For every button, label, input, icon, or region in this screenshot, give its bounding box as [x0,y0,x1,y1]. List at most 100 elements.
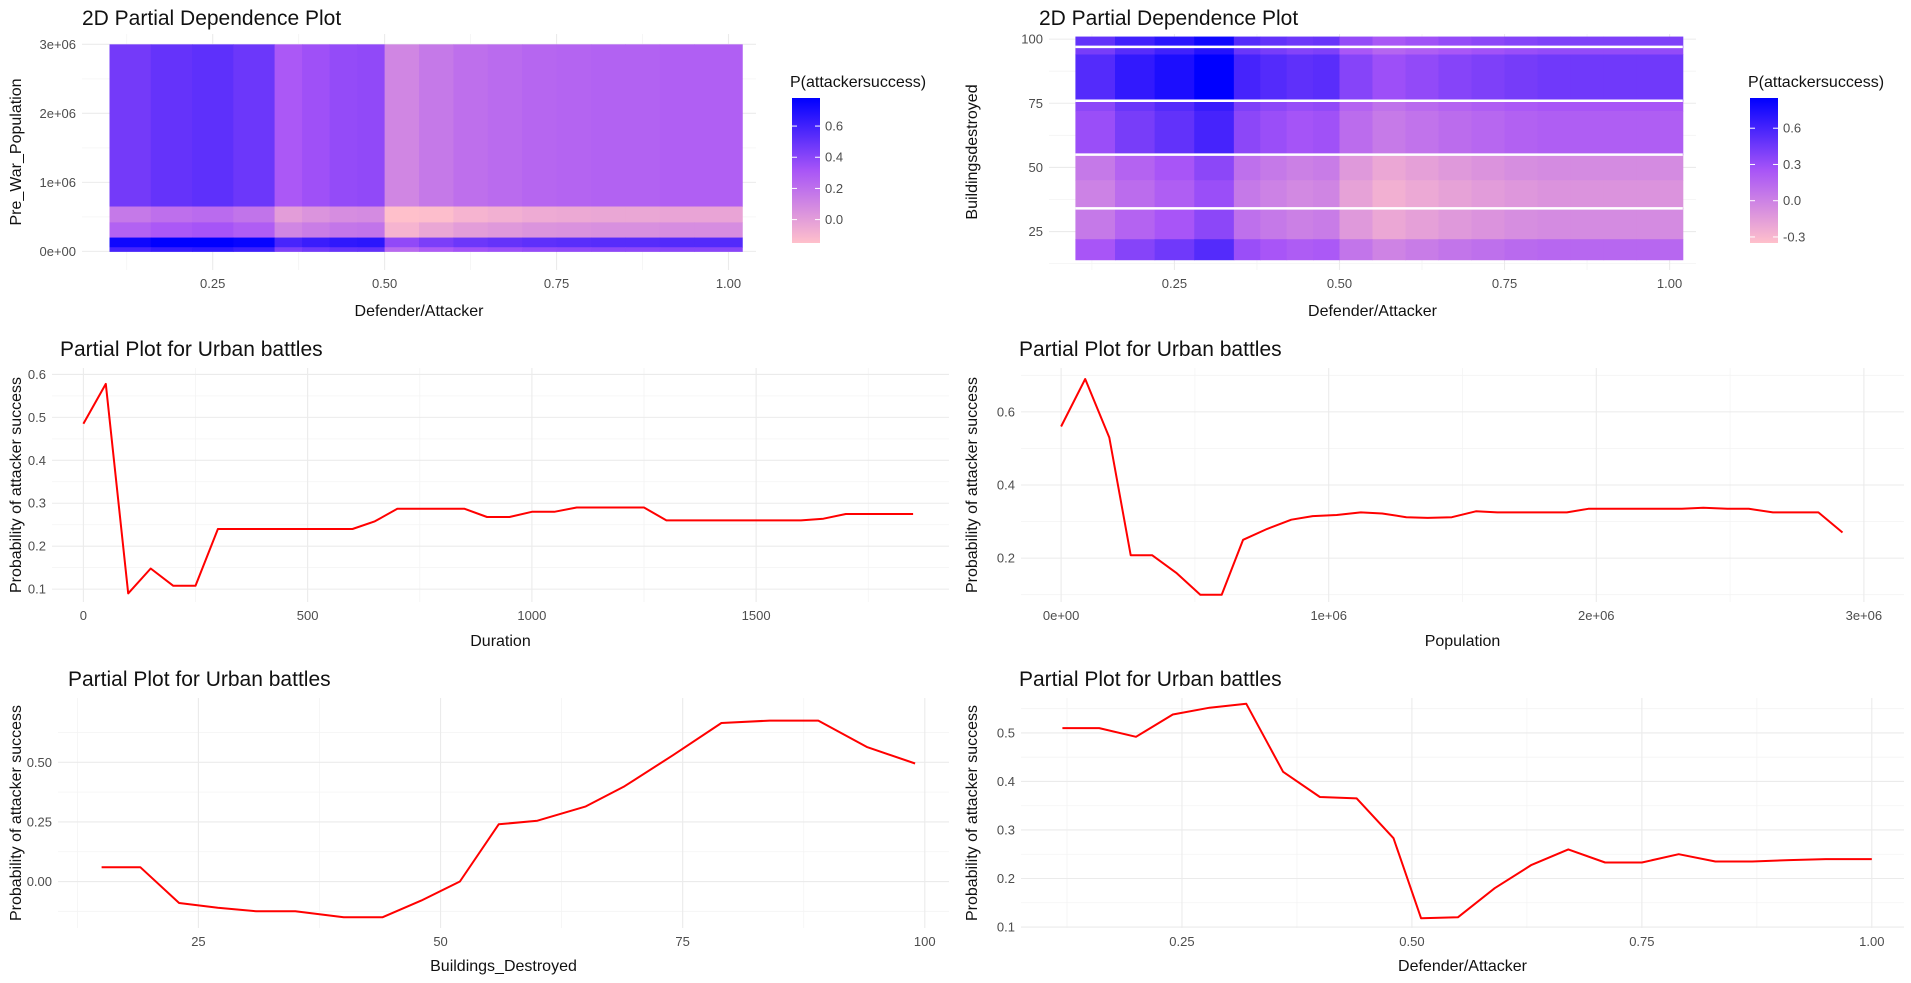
heatmap-cell [192,44,234,208]
y-tick-label: 0.6 [28,367,46,382]
heatmap-cell [625,206,661,223]
y-tick-label: 0.00 [27,874,52,889]
heatmap-cell [1339,54,1373,102]
heatmap-cell [659,237,695,248]
heatmap-cell [274,222,303,239]
line-buildings-panel: Partial Plot for Urban battles 25 50 75 100 0… [0,658,956,983]
heatmap-cell [192,206,234,223]
x-axis-title: Buildings_Destroyed [430,958,577,975]
heatmap-cell [1154,110,1195,156]
heatmap-cell [419,237,454,248]
y-tick-label: 0.2 [997,871,1015,886]
gridlines [58,698,949,928]
heatmap-cell [1286,36,1314,48]
x-tick-label: 2e+06 [1578,608,1615,623]
y-tick-label: 0.2 [28,539,46,554]
heatmap-cell [1286,239,1314,261]
heatmap-cell [1471,36,1506,48]
heatmap-cell [192,222,234,239]
heatmap-cell [1372,46,1407,56]
heatmap-cell [192,247,234,252]
heatmap-cell [1405,54,1440,102]
x-axis-title: Duration [470,633,530,650]
heatmap-cell [1233,110,1261,156]
line-chart-svg: Partial Plot for Urban battles 0e+00 1e+06… [964,338,1904,650]
color-legend: P(attackersuccess) -0.3 0.0 0.3 0.6 [1748,74,1884,244]
heatmap-cell [233,206,276,223]
heatmap-cell [694,206,743,223]
x-tick-label: 1.00 [1859,934,1884,949]
heatmap-cell [1438,100,1473,112]
y-axis-title: Probability of attacker success [964,705,981,921]
heatmap-cell [1115,100,1156,112]
heatmap-cell [590,206,626,223]
x-tick-label: 75 [675,934,689,949]
heatmap-cell [1233,54,1261,102]
heatmap-cell [1260,36,1288,48]
heatmap-cell [1471,239,1506,261]
heatmap-cell [1405,110,1440,156]
x-axis-title: Population [1425,633,1501,650]
chart-title: 2D Partial Dependence Plot [82,7,341,30]
heatmap-cell [1233,46,1261,56]
heatmap-cell [1286,208,1314,240]
heatmap-cell [1636,36,1684,48]
heatmap-cell [590,247,626,252]
x-tick-label: 25 [191,934,205,949]
heatmap-cell [1570,154,1605,181]
heatmap-cell [1471,54,1506,102]
heatmap-cell [1260,100,1288,112]
heatmap-cell [1154,239,1195,261]
heatmap-cell [329,247,358,252]
heatmap-cell [1339,208,1373,240]
heatmap-cell [1286,100,1314,112]
heatmap-cell [1075,180,1116,209]
heatmap-cell [1233,100,1261,112]
heatmap-cell [453,222,489,239]
heatmap-cell [1372,36,1407,48]
heatmap-cell [1636,100,1684,112]
heatmap-cell [1372,180,1407,209]
heatmap-cell [1339,180,1373,209]
heatmap-cell [274,206,303,223]
x-axis-title: Defender/Attacker [1398,958,1528,975]
x-tick-label: 0.50 [1327,276,1352,291]
heatmap-cell [1075,46,1116,56]
chart-title: Partial Plot for Urban battles [1019,668,1282,691]
heatmap-cell [1115,36,1156,48]
heatmap-cell [1339,154,1373,181]
x-tick-label: 1e+06 [1310,608,1347,623]
legend-tick-label: 0.6 [825,119,843,134]
x-tick-label: 500 [297,608,319,623]
heatmap-cell [1504,208,1539,240]
heatmap-cell [590,44,626,208]
heatmap-cell [1339,239,1373,261]
heatmap-cell [1260,180,1288,209]
heatmap-cell [357,237,386,248]
heatmap-cell [1603,239,1638,261]
heatmap-cell [1372,208,1407,240]
heatmap-cell [1636,208,1684,240]
line-population-panel: Partial Plot for Urban battles 0e+00 1e+06… [956,328,1911,658]
heatmap-cell [233,237,276,248]
heatmap-cell [274,44,303,208]
heatmap-cell [1154,208,1195,240]
heatmap-cell [1313,208,1340,240]
heatmap-cell [1471,100,1506,112]
line-chart-svg: Partial Plot for Urban battles 0 500 1000 15… [8,338,949,650]
y-tick-label: 0e+00 [39,244,76,259]
heatmap-cell [1405,180,1440,209]
heatmap-cell [1603,154,1638,181]
y-axis-title: Pre_War_Population [8,78,25,225]
x-tick-label: 1.00 [716,276,741,291]
heatmap-cell [1570,54,1605,102]
heatmap-cell [302,247,331,252]
heatmap-cell [150,206,193,223]
heatmap-cell [1471,208,1506,240]
heatmap-cell [659,222,695,239]
heatmap-cell [1260,239,1288,261]
chart-title: Partial Plot for Urban battles [1019,338,1282,361]
heatmap-cell [1636,239,1684,261]
heatmap-cell [1570,36,1605,48]
y-tick-label: 0.3 [28,496,46,511]
